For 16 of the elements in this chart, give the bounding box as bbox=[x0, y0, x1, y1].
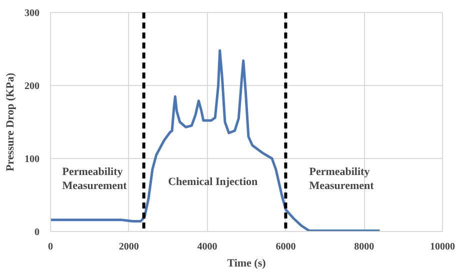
annotation: Permeability Measurement bbox=[62, 166, 128, 192]
x-tick-label: 8000 bbox=[354, 242, 374, 252]
x-tick-label: 4000 bbox=[197, 242, 218, 252]
annotation: Permeability Measurement bbox=[309, 166, 374, 192]
x-tick-label: 2000 bbox=[118, 242, 139, 252]
x-tick-label: 6000 bbox=[276, 242, 296, 252]
line-series bbox=[50, 49, 382, 232]
y-tick-label: 100 bbox=[24, 154, 40, 165]
y-tick-label: 300 bbox=[24, 8, 40, 19]
x-tick-label: 0 bbox=[48, 242, 53, 252]
y-tick-label: 200 bbox=[24, 81, 40, 92]
x-axis-title: Time (s) bbox=[227, 258, 266, 270]
x-tick-label: 10000 bbox=[430, 242, 455, 252]
annotation: Chemical Injection bbox=[168, 176, 258, 188]
y-tick-label: 0 bbox=[34, 227, 40, 238]
y-axis-title: Pressure Drop (KPa) bbox=[4, 72, 16, 172]
